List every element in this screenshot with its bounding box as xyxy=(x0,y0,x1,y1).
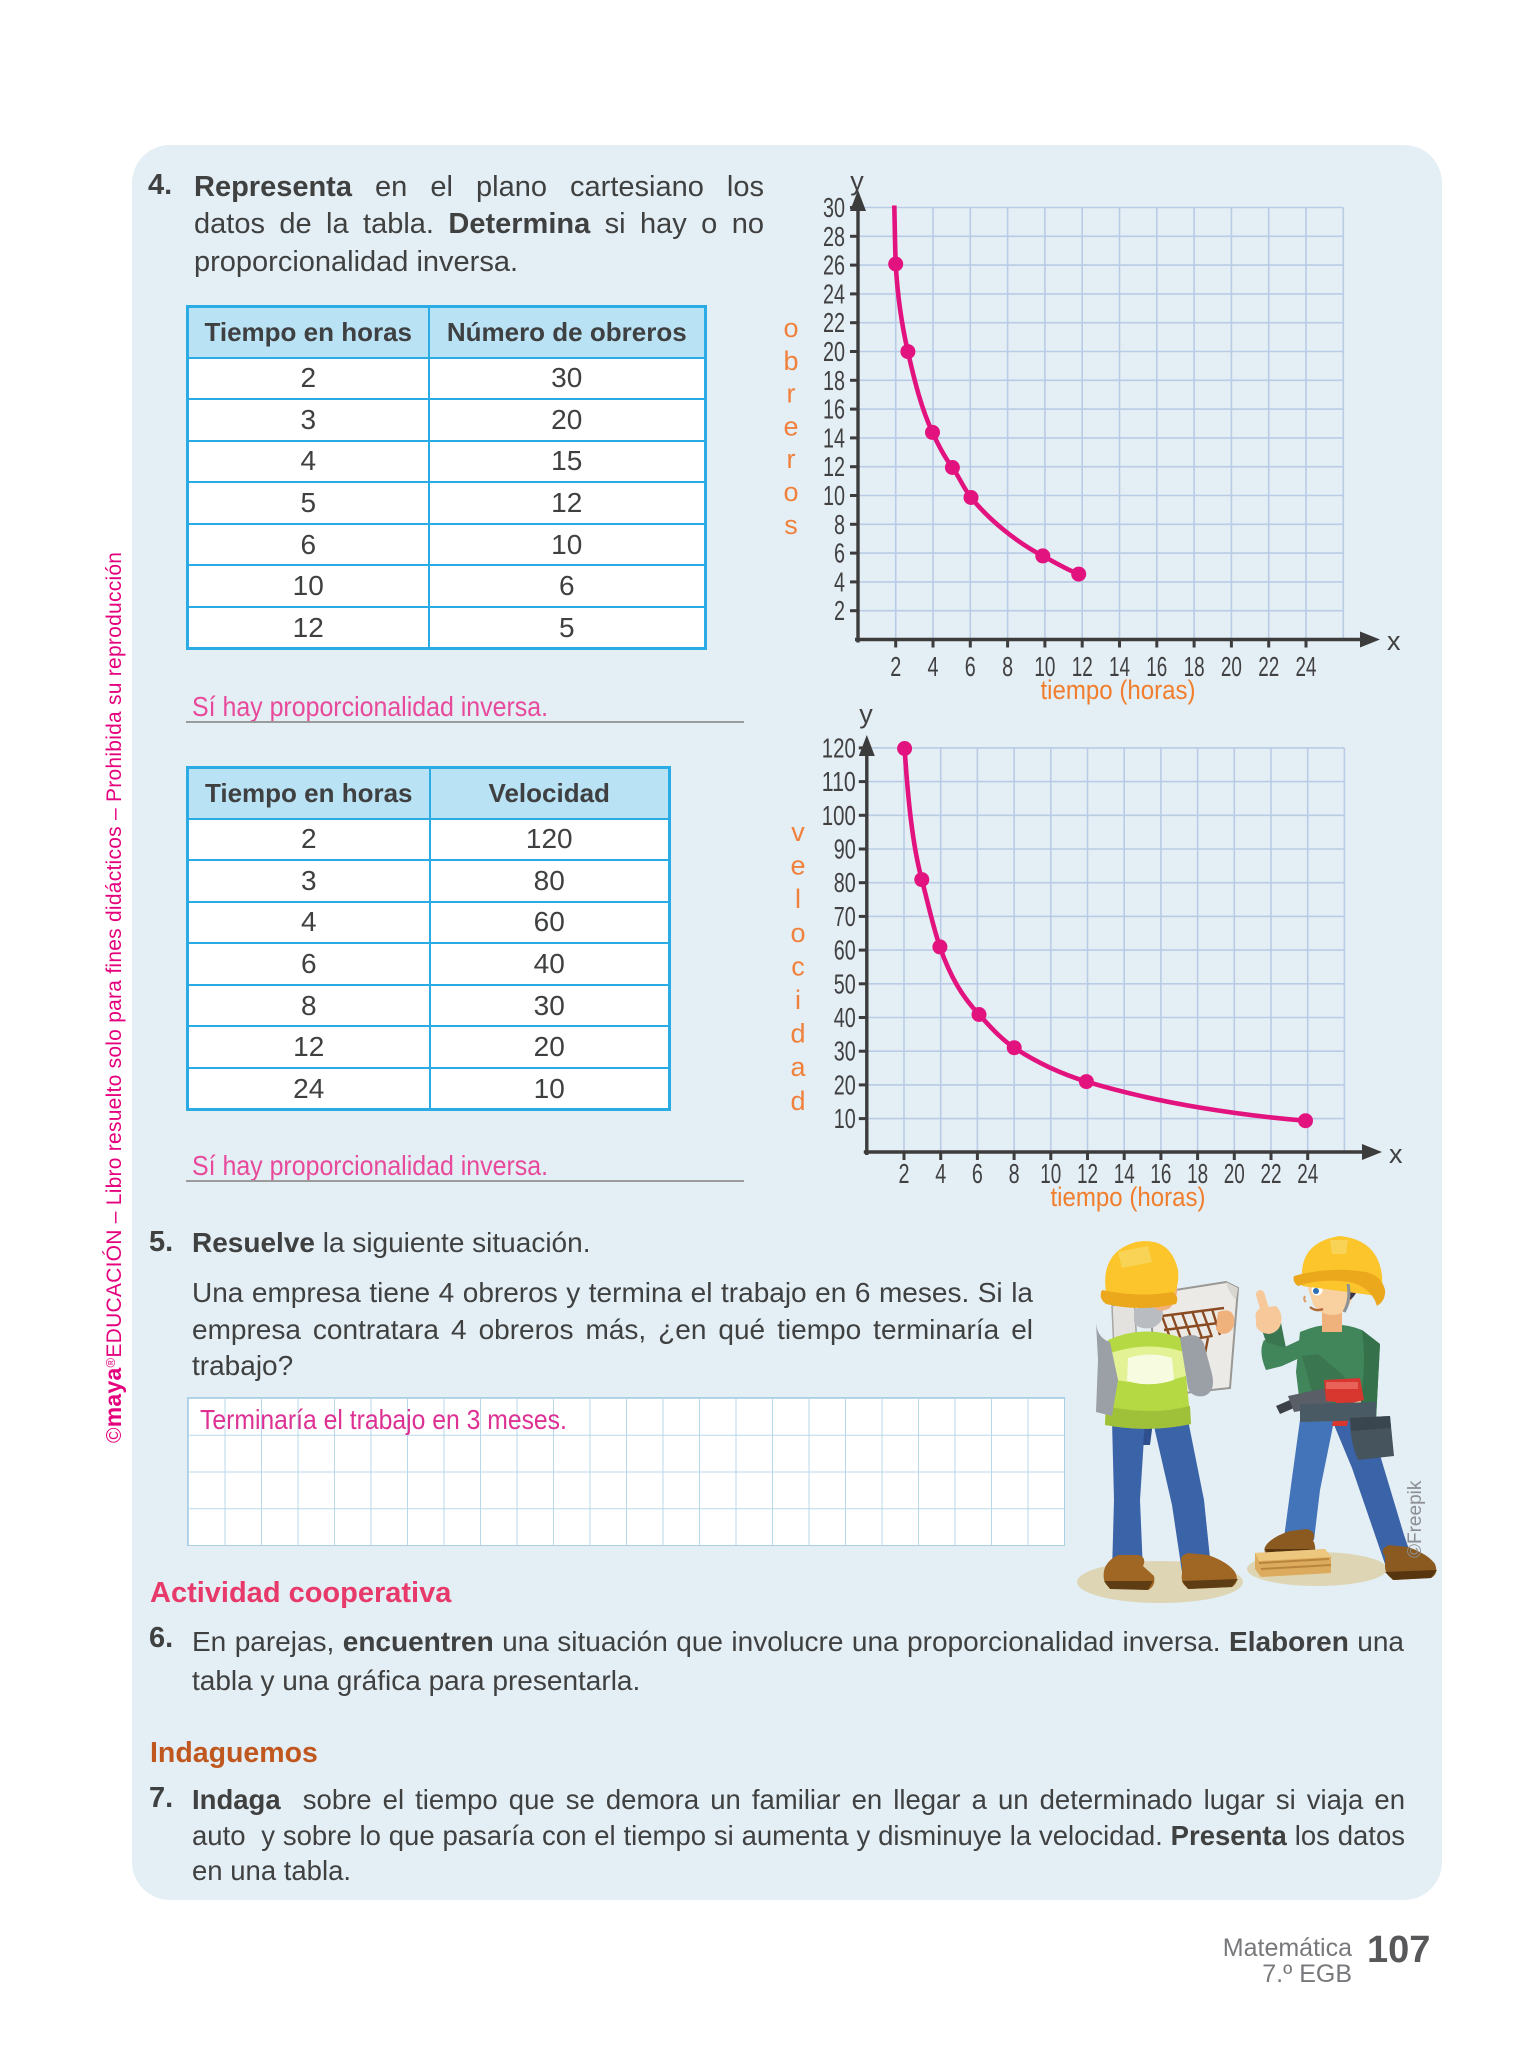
svg-text:22: 22 xyxy=(1258,651,1279,682)
svg-text:4: 4 xyxy=(834,566,845,597)
svg-text:18: 18 xyxy=(1187,1158,1208,1189)
svg-text:10: 10 xyxy=(823,480,845,511)
svg-text:90: 90 xyxy=(834,834,856,865)
svg-text:22: 22 xyxy=(1261,1158,1282,1189)
svg-text:e: e xyxy=(790,851,805,881)
svg-text:18: 18 xyxy=(823,365,845,396)
svg-text:x: x xyxy=(1387,626,1401,656)
svg-text:110: 110 xyxy=(822,766,856,797)
svg-text:16: 16 xyxy=(1150,1158,1171,1189)
svg-text:l: l xyxy=(795,884,801,914)
svg-text:tiempo (horas): tiempo (horas) xyxy=(1051,1182,1206,1212)
svg-text:d: d xyxy=(790,1019,805,1049)
svg-text:14: 14 xyxy=(1109,651,1130,682)
svg-text:24: 24 xyxy=(823,278,845,309)
svg-text:4: 4 xyxy=(928,651,939,682)
svg-text:2: 2 xyxy=(834,595,845,626)
svg-text:30: 30 xyxy=(834,1036,856,1067)
svg-text:6: 6 xyxy=(972,1158,983,1189)
svg-text:30: 30 xyxy=(823,192,845,223)
svg-text:60: 60 xyxy=(834,935,856,966)
svg-text:b: b xyxy=(783,346,798,376)
svg-text:10: 10 xyxy=(1040,1158,1061,1189)
svg-text:18: 18 xyxy=(1184,651,1205,682)
svg-text:e: e xyxy=(783,411,798,441)
svg-text:120: 120 xyxy=(822,732,856,763)
svg-text:16: 16 xyxy=(1146,651,1167,682)
svg-text:a: a xyxy=(790,1052,806,1082)
svg-text:20: 20 xyxy=(834,1069,856,1100)
svg-text:2: 2 xyxy=(890,651,901,682)
svg-text:28: 28 xyxy=(823,221,845,252)
svg-text:x: x xyxy=(1389,1139,1403,1169)
svg-text:24: 24 xyxy=(1296,651,1317,682)
svg-text:o: o xyxy=(783,477,798,507)
svg-text:26: 26 xyxy=(823,250,845,281)
svg-text:4: 4 xyxy=(935,1158,946,1189)
svg-text:14: 14 xyxy=(1114,1158,1135,1189)
svg-text:80: 80 xyxy=(834,867,856,898)
svg-text:20: 20 xyxy=(823,336,845,367)
svg-text:22: 22 xyxy=(823,307,845,338)
svg-text:o: o xyxy=(783,313,798,343)
svg-text:y: y xyxy=(850,166,864,196)
svg-text:d: d xyxy=(790,1086,805,1116)
svg-text:6: 6 xyxy=(965,651,976,682)
svg-text:10: 10 xyxy=(834,1103,856,1134)
svg-text:c: c xyxy=(791,951,805,981)
svg-text:20: 20 xyxy=(1224,1158,1245,1189)
svg-text:r: r xyxy=(787,379,796,409)
svg-text:24: 24 xyxy=(1297,1158,1318,1189)
svg-text:©Freepik: ©Freepik xyxy=(1405,1480,1426,1558)
svg-text:40: 40 xyxy=(834,1002,856,1033)
svg-text:12: 12 xyxy=(1077,1158,1098,1189)
svg-text:12: 12 xyxy=(823,451,845,482)
svg-text:s: s xyxy=(784,510,798,540)
svg-text:16: 16 xyxy=(823,394,845,425)
svg-text:8: 8 xyxy=(834,509,845,540)
svg-text:10: 10 xyxy=(1034,651,1055,682)
svg-text:2: 2 xyxy=(899,1158,910,1189)
svg-text:12: 12 xyxy=(1072,651,1093,682)
svg-text:o: o xyxy=(790,918,805,948)
svg-text:r: r xyxy=(787,444,796,474)
svg-text:100: 100 xyxy=(822,800,856,831)
svg-text:tiempo (horas): tiempo (horas) xyxy=(1041,675,1196,705)
svg-text:20: 20 xyxy=(1221,651,1242,682)
svg-text:8: 8 xyxy=(1009,1158,1020,1189)
svg-text:y: y xyxy=(859,699,873,729)
svg-text:6: 6 xyxy=(834,538,845,569)
svg-text:14: 14 xyxy=(823,422,845,453)
svg-text:i: i xyxy=(795,985,801,1015)
svg-text:70: 70 xyxy=(834,901,856,932)
svg-text:50: 50 xyxy=(834,968,856,999)
svg-text:v: v xyxy=(791,817,805,847)
svg-text:8: 8 xyxy=(1002,651,1013,682)
